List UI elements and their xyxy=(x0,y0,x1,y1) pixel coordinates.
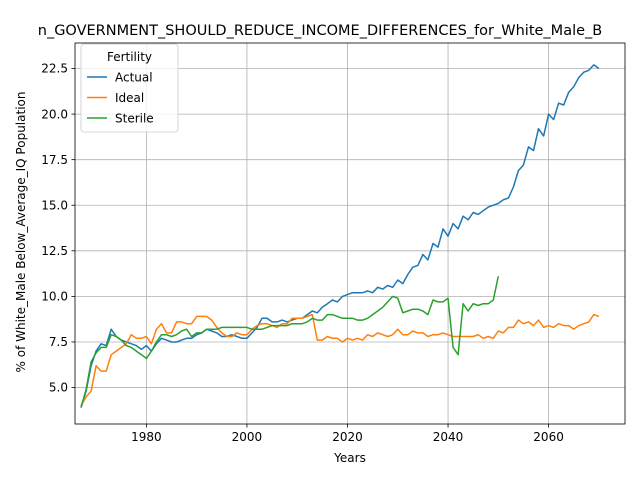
x-axis-ticks: 1980 2000 2020 2040 2060 xyxy=(131,424,564,444)
legend-entries: Actual Ideal Sterile xyxy=(87,70,154,125)
legend-entry-ideal: Ideal xyxy=(87,91,144,105)
legend-entry-actual: Actual xyxy=(87,70,153,84)
legend-label: Ideal xyxy=(115,91,144,105)
gridlines xyxy=(75,43,625,424)
y-axis-ticks: 5.0 7.5 10.0 12.5 15.0 17.5 20.0 22.5 xyxy=(41,62,75,395)
legend-title: Fertility xyxy=(107,50,152,64)
legend-label: Sterile xyxy=(115,111,154,125)
plot-frame xyxy=(74,42,626,425)
x-tick-label: 1980 xyxy=(131,430,162,444)
y-tick-label: 17.5 xyxy=(41,153,68,167)
x-axis-label: Years xyxy=(333,451,366,465)
y-tick-label: 7.5 xyxy=(49,335,68,349)
x-tick-label: 2060 xyxy=(533,430,564,444)
y-tick-label: 10.0 xyxy=(41,290,68,304)
legend-label: Actual xyxy=(115,70,153,84)
y-tick-label: 5.0 xyxy=(49,381,68,395)
chart-title: n_GOVERNMENT_SHOULD_REDUCE_INCOME_DIFFER… xyxy=(38,23,602,39)
y-axis-label: % of White_Male Below_Average_IQ Populat… xyxy=(14,92,28,373)
x-tick-label: 2020 xyxy=(332,430,363,444)
x-tick-label: 2000 xyxy=(232,430,263,444)
legend-entry-sterile: Sterile xyxy=(87,111,154,125)
y-tick-label: 15.0 xyxy=(41,198,68,212)
x-tick-label: 2040 xyxy=(433,430,464,444)
legend: Fertility Actual Ideal Sterile xyxy=(80,43,179,133)
y-tick-label: 22.5 xyxy=(41,62,68,76)
series-lines xyxy=(80,64,600,408)
y-tick-label: 12.5 xyxy=(41,244,68,258)
legend-box xyxy=(80,43,179,133)
y-tick-label: 20.0 xyxy=(41,107,68,121)
series-line-ideal xyxy=(80,313,600,407)
series-line-actual xyxy=(80,64,600,408)
series-line-sterile xyxy=(80,276,500,408)
